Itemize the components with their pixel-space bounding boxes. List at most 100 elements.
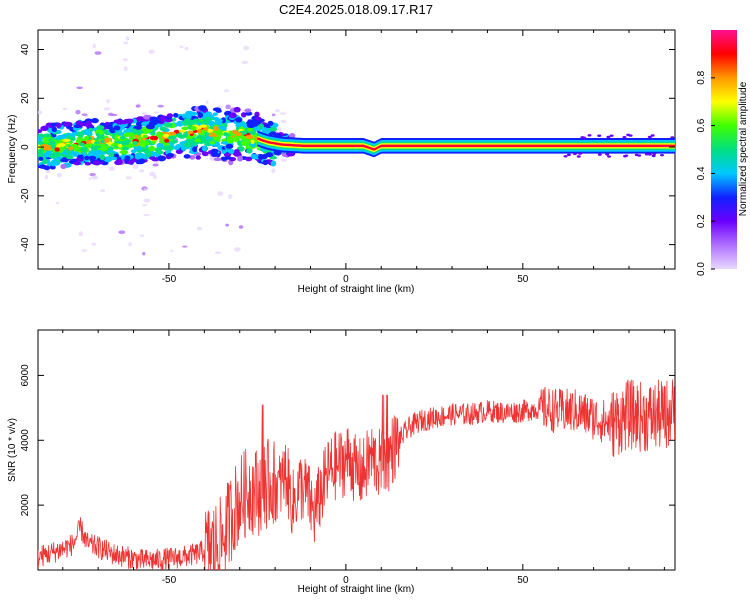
spectrogram-noise-cell: [106, 99, 110, 104]
spectrogram-cell: [197, 112, 204, 119]
spectrogram-noise-cell: [76, 86, 83, 90]
spectrogram-cell: [173, 112, 179, 118]
spectrogram-cell: [228, 112, 237, 119]
spectrogram-cell: [155, 150, 164, 155]
spectrogram-cell: [148, 145, 156, 152]
spectrogram-cell: [60, 158, 69, 163]
spectrogram-cell: [77, 154, 84, 159]
spectrogram-cell: [84, 155, 90, 161]
spectrogram-noise-cell: [81, 113, 88, 117]
spectrogram-noise-cell: [62, 107, 68, 110]
spectrogram-edge-cell: [628, 134, 633, 137]
spectrogram-edge-cell: [587, 134, 592, 137]
spectrogram-cell: [106, 124, 113, 130]
colorbar-label: Normalized spectral amplitude: [738, 81, 749, 216]
spectrogram-cell: [84, 161, 92, 166]
spectrogram-cell: [137, 152, 144, 157]
spectrogram-cell: [192, 146, 198, 153]
spectrogram-cell: [246, 122, 256, 129]
spectrogram-cell: [108, 156, 118, 161]
spectrogram-cell: [38, 129, 43, 134]
spectrogram-cell: [44, 165, 51, 171]
spectrogram-peak-cell: [132, 140, 138, 146]
spectrogram-cell: [159, 115, 168, 121]
spectrogram-noise-cell: [132, 164, 139, 170]
spectrogram-peak-cell: [84, 135, 89, 140]
spectrogram-noise-cell: [196, 226, 203, 231]
spectrogram-cell: [212, 112, 218, 116]
spectrogram-cell: [244, 108, 252, 113]
spectrogram-cell: [268, 127, 278, 132]
spectrogram-edge-cell: [637, 154, 642, 157]
spectrogram-cell: [220, 126, 227, 131]
spectrogram-cell: [43, 133, 52, 138]
spectrogram-edge-cell: [605, 153, 610, 156]
spectrogram-cell: [201, 151, 209, 157]
spectrogram-cell: [73, 161, 82, 166]
spectrogram-cell: [50, 160, 56, 167]
spectrogram-noise-cell: [152, 163, 159, 167]
spectrogram-peak-cell: [142, 134, 149, 139]
spectrogram-peak-cell: [167, 131, 176, 136]
spectrogram-cell: [38, 156, 44, 161]
spectrogram-cell: [156, 146, 163, 152]
spectrogram-noise-cell: [280, 119, 287, 124]
spectrogram-noise-cell: [81, 249, 88, 252]
spectrogram-noise-cell: [280, 158, 288, 162]
spectrogram-peak-cell: [204, 131, 210, 136]
snr-panel: -50 0 50 2000 4000 6000 Height of straight li…: [7, 329, 676, 595]
spectrogram-noise-cell: [225, 223, 230, 227]
spectrogram-edge-cell: [563, 155, 568, 158]
spectrogram-cell: [261, 127, 268, 132]
spectrogram-edge-cell: [650, 134, 655, 137]
spectrogram-peak-cell: [197, 129, 202, 134]
spectrogram-cell: [76, 136, 84, 141]
spectrogram-noise-cell: [228, 194, 233, 199]
spectrogram-cell: [77, 131, 84, 138]
spectrogram-edge-cell: [607, 155, 612, 158]
spectrogram-noise-cell: [135, 104, 141, 108]
spectrogram-noise-cell: [142, 251, 146, 256]
spectrogram-cell: [88, 155, 97, 160]
spectrogram-noise-cell: [91, 175, 98, 180]
spectrogram-cell: [92, 160, 101, 166]
spectrogram-peak-cell: [199, 124, 208, 128]
spectrogram-edge-cell: [576, 155, 581, 158]
snr-xtick-label: 0: [343, 575, 349, 586]
spectrogram-cell: [204, 111, 213, 117]
spectrogram-noise-cell: [78, 231, 83, 237]
colorbar-axis: 0.0 0.2 0.4 0.6 0.8: [696, 70, 715, 276]
spectrogram-peak-cell: [232, 129, 238, 135]
spectrogram-xtick-label: 50: [517, 274, 529, 285]
spectrogram-peak-cell: [162, 133, 170, 138]
spectrogram-cell: [62, 121, 72, 127]
spectrogram-edge-cell: [609, 134, 614, 137]
spectrogram-cell: [235, 117, 243, 123]
spectrogram-noise-cell: [125, 36, 130, 41]
spectrogram-peak-cell: [178, 129, 187, 133]
spectrogram-peak-cell: [190, 126, 197, 131]
spectrogram-cell: [247, 127, 253, 132]
spectrogram-noise-cell: [100, 189, 106, 193]
spectrogram-cell: [201, 119, 210, 125]
spectrogram-cell: [240, 140, 250, 146]
snr-series-line: [38, 379, 675, 570]
spectrogram-cell: [225, 143, 234, 149]
spectrogram-peak-cell: [50, 144, 57, 149]
spectrogram-cell: [96, 125, 105, 130]
spectrogram-ytick-label: -40: [20, 237, 31, 252]
spectrogram-cell: [246, 148, 253, 154]
spectrogram-peak-cell: [100, 139, 105, 144]
spectrogram-noise-cell: [234, 247, 241, 252]
spectrogram-edge-cell: [606, 135, 611, 139]
spectrogram-ytick-label: 40: [20, 44, 31, 56]
spectrogram-peak-cell: [235, 132, 243, 136]
spectrogram-edge-cell: [578, 152, 583, 155]
spectrogram-edge-cell: [566, 153, 571, 157]
spectrogram-noise-cell: [143, 213, 150, 217]
spectrogram-noise-cell: [128, 242, 132, 247]
spectrogram-peak-cell: [93, 145, 102, 149]
snr-xtick-label: 50: [517, 575, 529, 586]
spectrogram-cell: [232, 151, 242, 156]
spectrogram-cell: [185, 114, 192, 120]
